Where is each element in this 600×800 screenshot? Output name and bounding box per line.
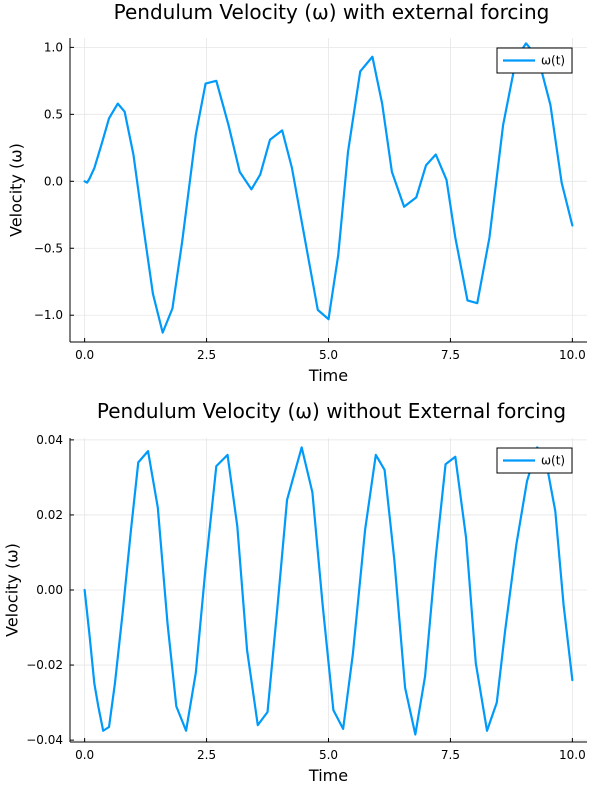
x-tick-label: 5.0 (319, 348, 338, 362)
x-tick-label: 7.5 (441, 348, 460, 362)
x-tick-label: 10.0 (559, 748, 586, 762)
chart-panel-1: 0.0 2.5 5.0 7.5 10.0 −1.0 −0.5 0.0 0.5 1.0 Pendulu… (7, 0, 587, 385)
series-line-omega (83, 446, 574, 736)
legend-label: ω(t) (541, 54, 565, 68)
x-tick-label: 10.0 (559, 348, 586, 362)
x-tick-label: 5.0 (319, 748, 338, 762)
series-line-omega (83, 42, 574, 334)
x-tick-label: 2.5 (197, 348, 216, 362)
y-tick-label: 1.0 (44, 40, 63, 54)
legend-label: ω(t) (541, 454, 565, 468)
x-tick-label: 0.0 (75, 348, 94, 362)
y-tick-label: 0.5 (44, 107, 63, 121)
y-tick-label: −1.0 (34, 308, 63, 322)
x-axis-label: Time (308, 366, 348, 385)
y-tick-label: −0.5 (34, 241, 63, 255)
x-axis-label: Time (308, 766, 348, 785)
x-tick-label: 7.5 (441, 748, 460, 762)
chart-title: Pendulum Velocity (ω) without External f… (97, 399, 566, 423)
y-tick-label: 0.02 (36, 508, 63, 522)
legend: ω(t) (496, 47, 573, 74)
y-tick-label: 0.00 (36, 583, 63, 597)
y-axis-label: Velocity (ω) (7, 143, 26, 237)
y-axis-label: Velocity (ω) (3, 543, 22, 637)
y-tick-label: −0.04 (26, 733, 63, 747)
x-tick-label: 2.5 (197, 748, 216, 762)
chart-panel-2: 0.0 2.5 5.0 7.5 10.0 −0.04 −0.02 0.00 0.02 0.04 Pe… (3, 399, 587, 785)
legend: ω(t) (496, 447, 573, 474)
y-tick-label: 0.04 (36, 433, 63, 447)
chart-title: Pendulum Velocity (ω) with external forc… (114, 0, 550, 24)
y-tick-label: 0.0 (44, 174, 63, 188)
x-tick-label: 0.0 (75, 748, 94, 762)
y-tick-label: −0.02 (26, 658, 63, 672)
